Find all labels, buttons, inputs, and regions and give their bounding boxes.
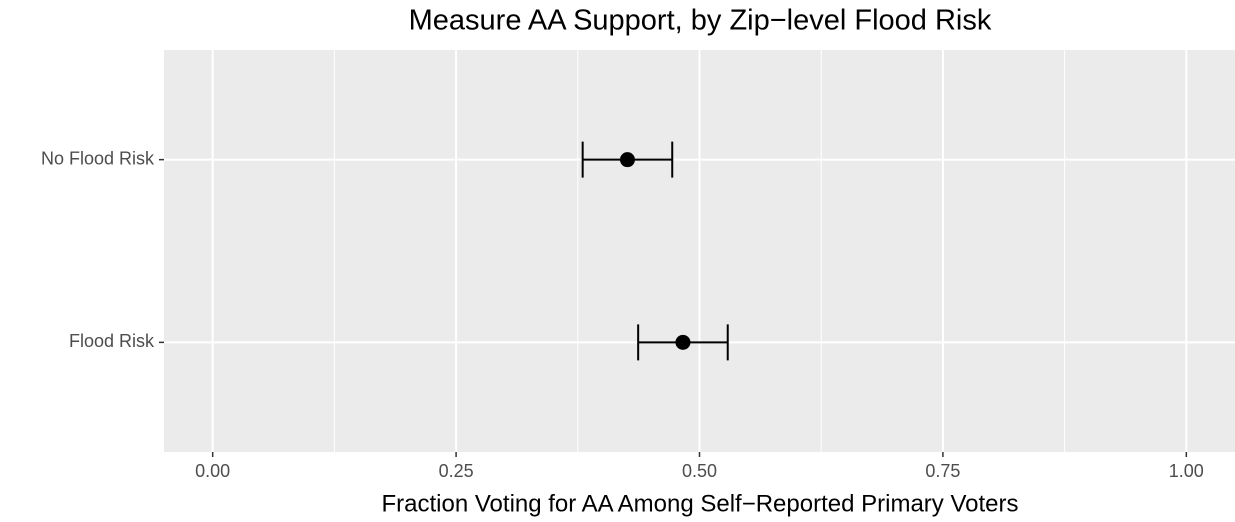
point	[675, 334, 691, 350]
y-tick-label: Flood Risk	[69, 331, 155, 351]
point	[619, 152, 635, 168]
chart-title: Measure AA Support, by Zip−level Flood R…	[409, 5, 992, 37]
x-axis-title: Fraction Voting for AA Among Self−Report…	[382, 490, 1019, 517]
x-tick-label: 0.50	[682, 461, 717, 481]
x-tick-label: 0.00	[195, 461, 230, 481]
x-tick-label: 0.25	[439, 461, 474, 481]
y-tick-label: No Flood Risk	[41, 148, 155, 168]
x-tick-label: 1.00	[1169, 461, 1204, 481]
x-tick-label: 0.75	[925, 461, 960, 481]
